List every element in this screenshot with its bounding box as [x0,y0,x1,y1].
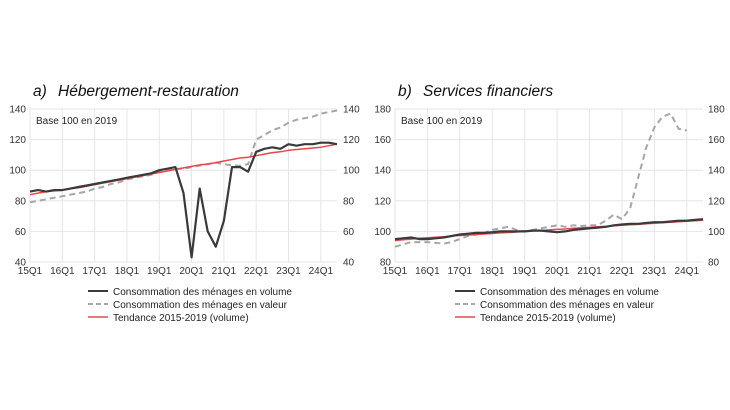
y-tick-label-100: 100 [374,227,391,238]
panel-a-gridlines [29,108,337,263]
legend-a-valeur-label: Consommation des ménages en valeur [113,300,288,311]
y-tick-label-80: 80 [15,196,27,207]
panel-b-gridlines [394,108,703,263]
panel-a-letter: a) [33,83,47,100]
y-tick-label-60: 60 [15,227,27,238]
x-tick-label-23Q1: 23Q1 [642,266,667,277]
x-tick-label-21Q1: 21Q1 [577,266,602,277]
x-tick-label-20Q1: 20Q1 [179,266,204,277]
y-tick-label-120: 120 [9,135,26,146]
panel-b-x-tick-labels: 15Q1 16Q1 17Q1 18Q1 19Q1 20Q1 21Q1 22Q1 23Q1 24Q1 [383,266,700,277]
y-tick-label-160: 160 [374,135,391,146]
legend-b-valeur-label: Consommation des ménages en valeur [480,300,655,311]
panel-b-title: Services financiers [423,83,553,100]
x-tick-label-24Q1: 24Q1 [675,266,700,277]
series-line-a-volume [29,141,338,259]
x-tick-label-18Q1: 18Q1 [115,266,140,277]
x-tick-label-17Q1: 17Q1 [82,266,107,277]
legend-a-volume-label: Consommation des ménages en volume [113,287,292,298]
panel-a-note: Base 100 en 2019 [36,116,118,127]
panel-a-legend: Consommation des ménages en volume Conso… [88,287,292,324]
y2-tick-label-100: 100 [708,227,725,238]
x-tick-label-16Q1: 16Q1 [415,266,440,277]
panel-b-y-tick-labels: 80 100 120 140 160 180 [374,105,391,269]
x-tick-label-24Q1: 24Q1 [309,266,334,277]
panel-b-secondary-y-tick-labels: 80 100 120 140 160 180 [708,105,725,269]
y2-tick-label-140: 140 [343,105,360,116]
y2-tick-label-160: 160 [708,135,725,146]
y-tick-label-180: 180 [374,105,391,116]
x-tick-label-17Q1: 17Q1 [448,266,473,277]
legend-a-tendance-label: Tendance 2015-2019 (volume) [113,313,249,324]
panel-b-series [394,112,704,248]
series-line-a-valeur [29,109,338,204]
panel-a-series [29,109,338,259]
legend-b-volume-label: Consommation des ménages en volume [480,287,659,298]
y-tick-label-40: 40 [15,258,27,269]
y2-tick-label-120: 120 [343,135,360,146]
panel-b-legend: Consommation des ménages en volume Conso… [455,287,659,324]
y2-tick-label-120: 120 [708,196,725,207]
x-tick-label-19Q1: 19Q1 [512,266,537,277]
panel-hebergement-restauration: a) Hébergement-restauration 40 60 80 100 120… [9,83,360,324]
panel-b-note: Base 100 en 2019 [401,116,483,127]
y2-tick-label-100: 100 [343,166,360,177]
panel-a-x-tick-labels: 15Q1 16Q1 17Q1 18Q1 19Q1 20Q1 21Q1 22Q1 23Q1 24Q1 [18,266,334,277]
y-tick-label-140: 140 [374,166,391,177]
panel-a-title: Hébergement-restauration [58,83,239,100]
x-tick-label-22Q1: 22Q1 [244,266,269,277]
x-tick-label-15Q1: 15Q1 [383,266,408,277]
y2-tick-label-80: 80 [708,258,720,269]
y-tick-label-120: 120 [374,196,391,207]
x-tick-label-16Q1: 16Q1 [50,266,75,277]
y2-tick-label-40: 40 [343,258,355,269]
x-tick-label-21Q1: 21Q1 [212,266,237,277]
y2-tick-label-80: 80 [343,196,355,207]
x-tick-label-18Q1: 18Q1 [480,266,505,277]
x-tick-label-23Q1: 23Q1 [276,266,301,277]
panel-services-financiers: b) Services financiers 80 100 120 140 160 180… [374,83,725,324]
y2-tick-label-180: 180 [708,105,725,116]
panel-b-letter: b) [398,83,412,100]
y-tick-label-100: 100 [9,166,26,177]
x-tick-label-20Q1: 20Q1 [545,266,570,277]
y-tick-label-80: 80 [380,258,392,269]
y-tick-label-140: 140 [9,105,26,116]
panel-a-y-tick-labels: 40 60 80 100 120 140 [9,105,26,269]
x-tick-label-19Q1: 19Q1 [147,266,172,277]
y2-tick-label-60: 60 [343,227,355,238]
x-tick-label-22Q1: 22Q1 [610,266,635,277]
y2-tick-label-140: 140 [708,166,725,177]
x-tick-label-15Q1: 15Q1 [18,266,43,277]
panel-a-secondary-y-tick-labels: 40 60 80 100 120 140 [343,105,360,269]
series-line-b-valeur [394,112,687,248]
series-line-b-volume [394,218,704,241]
legend-b-tendance-label: Tendance 2015-2019 (volume) [480,313,616,324]
